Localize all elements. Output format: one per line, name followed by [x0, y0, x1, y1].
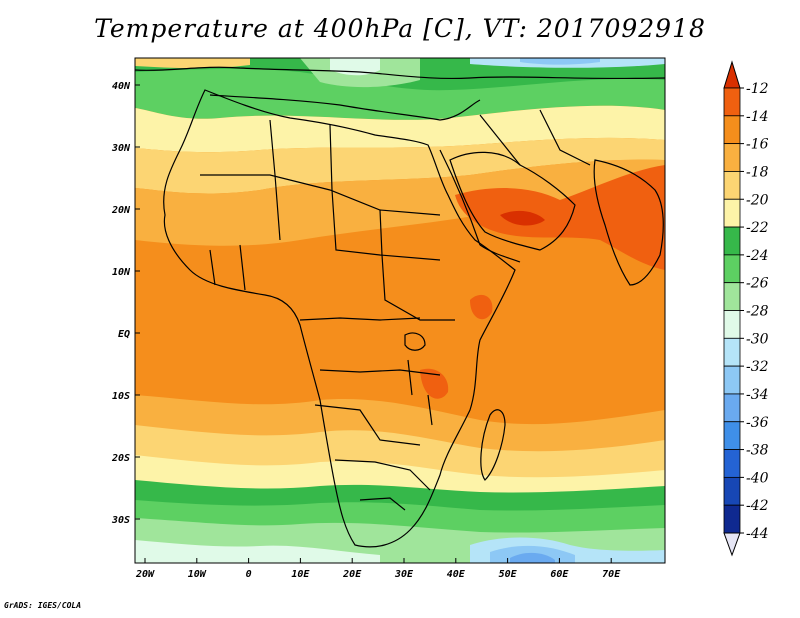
- lon-tick-label: 10W: [188, 569, 207, 580]
- colorbar-bottom-arrow: [723, 532, 741, 557]
- africa-outline: [163, 89, 516, 548]
- colorbar-label: -24: [746, 248, 769, 264]
- border-13: [479, 114, 521, 166]
- colorbar-box: [723, 282, 741, 311]
- colorbar-box: [723, 365, 741, 395]
- colorbar-label: -20: [746, 192, 769, 208]
- lat-tick-label: 30S: [111, 515, 130, 526]
- border-6: [319, 369, 441, 376]
- colorbar-box: [723, 226, 741, 256]
- colorbar-label: -22: [746, 220, 769, 236]
- lat-tick-label: 10N: [112, 267, 131, 278]
- colorbar-box: [723, 476, 741, 506]
- india: [593, 159, 664, 286]
- lon-tick-label: 50E: [499, 569, 518, 580]
- lon-tick-label: 40E: [447, 569, 466, 580]
- lat-tick-label: 40N: [112, 81, 131, 92]
- lon-axis: 20W 10W 0 10E 20E 30E 40E 50E 60E 70E: [135, 558, 621, 580]
- colorbar-label: -38: [746, 443, 769, 459]
- band-north-22: [135, 105, 665, 153]
- border-4: [379, 209, 455, 321]
- band-north-34: [520, 58, 600, 65]
- mediterranean: [209, 94, 481, 121]
- colorbar-box: [723, 87, 741, 117]
- border-5: [299, 317, 421, 321]
- colorbar-box: [723, 421, 741, 450]
- border-11: [209, 249, 216, 286]
- colorbar-box: [723, 143, 741, 172]
- colorbar-label: -18: [746, 164, 769, 180]
- colorbar-label: -32: [746, 359, 769, 375]
- lat-tick-label: 20S: [111, 453, 130, 464]
- lon-tick-label: 10E: [291, 569, 310, 580]
- band-warm-12: [500, 210, 545, 226]
- border-1: [200, 174, 441, 216]
- lake-victoria: [404, 332, 426, 351]
- colorbar-box: [723, 337, 741, 367]
- colorbar-box: [723, 310, 741, 339]
- chart-title: Temperature at 400hPa [C], VT: 201709291…: [94, 14, 706, 43]
- colorbar-box: [723, 115, 741, 145]
- colorbar-label: -42: [746, 498, 769, 514]
- credit-text: GrADS: IGES/COLA: [4, 601, 82, 610]
- gulf-aden: [479, 244, 521, 263]
- colorbar: -12 -14 -16 -18 -20 -22 -24 -26 -28 -30 -32 -34 -36 -…: [723, 60, 769, 557]
- border-3: [329, 124, 441, 261]
- colorbar-label: -28: [746, 304, 769, 320]
- lon-tick-label: 20W: [135, 569, 155, 580]
- lat-tick-label: EQ: [118, 329, 130, 340]
- colorbar-box: [723, 171, 741, 200]
- colorbar-label: -26: [746, 276, 769, 292]
- colorbar-label: -16: [746, 137, 769, 153]
- colorbar-label: -40: [746, 470, 769, 486]
- colorbar-box: [723, 198, 741, 228]
- colorbar-label: -36: [746, 415, 769, 431]
- band-north-18: [135, 159, 665, 246]
- border-2: [269, 119, 281, 241]
- colorbar-label: -12: [746, 81, 769, 97]
- band-warm-14b: [470, 294, 493, 320]
- europe: [135, 66, 665, 80]
- lat-tick-label: 30N: [111, 143, 131, 154]
- coastlines: [135, 66, 665, 548]
- band-warm-14: [455, 165, 665, 270]
- arabia: [449, 151, 576, 251]
- colorbar-top-arrow: [723, 60, 741, 89]
- border-10: [239, 244, 246, 291]
- lon-tick-label: 70E: [602, 569, 621, 580]
- lake-malawi: [427, 394, 433, 426]
- border-8: [334, 459, 431, 491]
- lon-tick-label: 60E: [550, 569, 569, 580]
- colorbar-box: [723, 504, 741, 534]
- colorbar-label: -14: [746, 109, 769, 125]
- red-sea: [439, 149, 481, 246]
- band-north-20: [135, 58, 250, 69]
- band-north-20b: [135, 137, 665, 194]
- border-12: [539, 109, 591, 166]
- colorbar-box: [723, 449, 741, 478]
- colorbar-box: [723, 254, 741, 284]
- lon-tick-label: 20E: [342, 569, 362, 580]
- colorbar-box: [723, 393, 741, 423]
- plot-frame: [134, 57, 666, 564]
- madagascar: [480, 409, 506, 481]
- lon-tick-label: 0: [246, 569, 252, 580]
- lat-tick-label: 20N: [111, 205, 131, 216]
- band-south-36: [510, 552, 555, 563]
- border-9: [359, 497, 406, 511]
- lake-tanganyika: [407, 359, 413, 396]
- colorbar-label: -30: [746, 331, 769, 347]
- lat-tick-label: 10S: [112, 391, 130, 402]
- lat-axis: 40N 30N 20N 10N EQ 10S 20S 30S: [111, 81, 140, 526]
- lon-tick-label: 30E: [394, 569, 414, 580]
- colorbar-label: -44: [746, 526, 769, 542]
- temperature-field: [135, 58, 665, 563]
- border-7: [314, 404, 421, 446]
- colorbar-label: -34: [746, 387, 769, 403]
- band-warm-14c: [420, 368, 449, 399]
- band-south-30: [135, 540, 380, 563]
